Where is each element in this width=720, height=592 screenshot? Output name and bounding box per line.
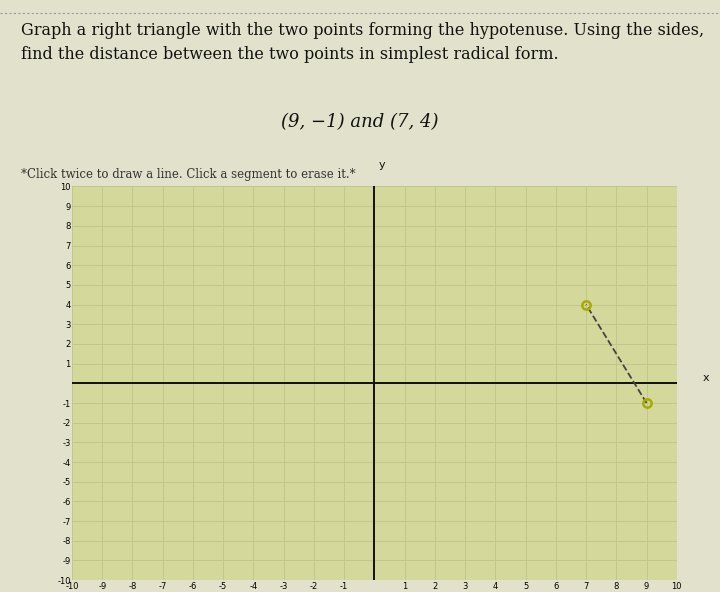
Text: Graph a right triangle with the two points forming the hypotenuse. Using the sid: Graph a right triangle with the two poin… <box>22 22 704 63</box>
Text: y: y <box>379 160 385 170</box>
Text: (9, −1) and (7, 4): (9, −1) and (7, 4) <box>282 113 438 131</box>
Text: *Click twice to draw a line. Click a segment to erase it.*: *Click twice to draw a line. Click a seg… <box>22 168 356 181</box>
Text: x: x <box>703 374 709 384</box>
